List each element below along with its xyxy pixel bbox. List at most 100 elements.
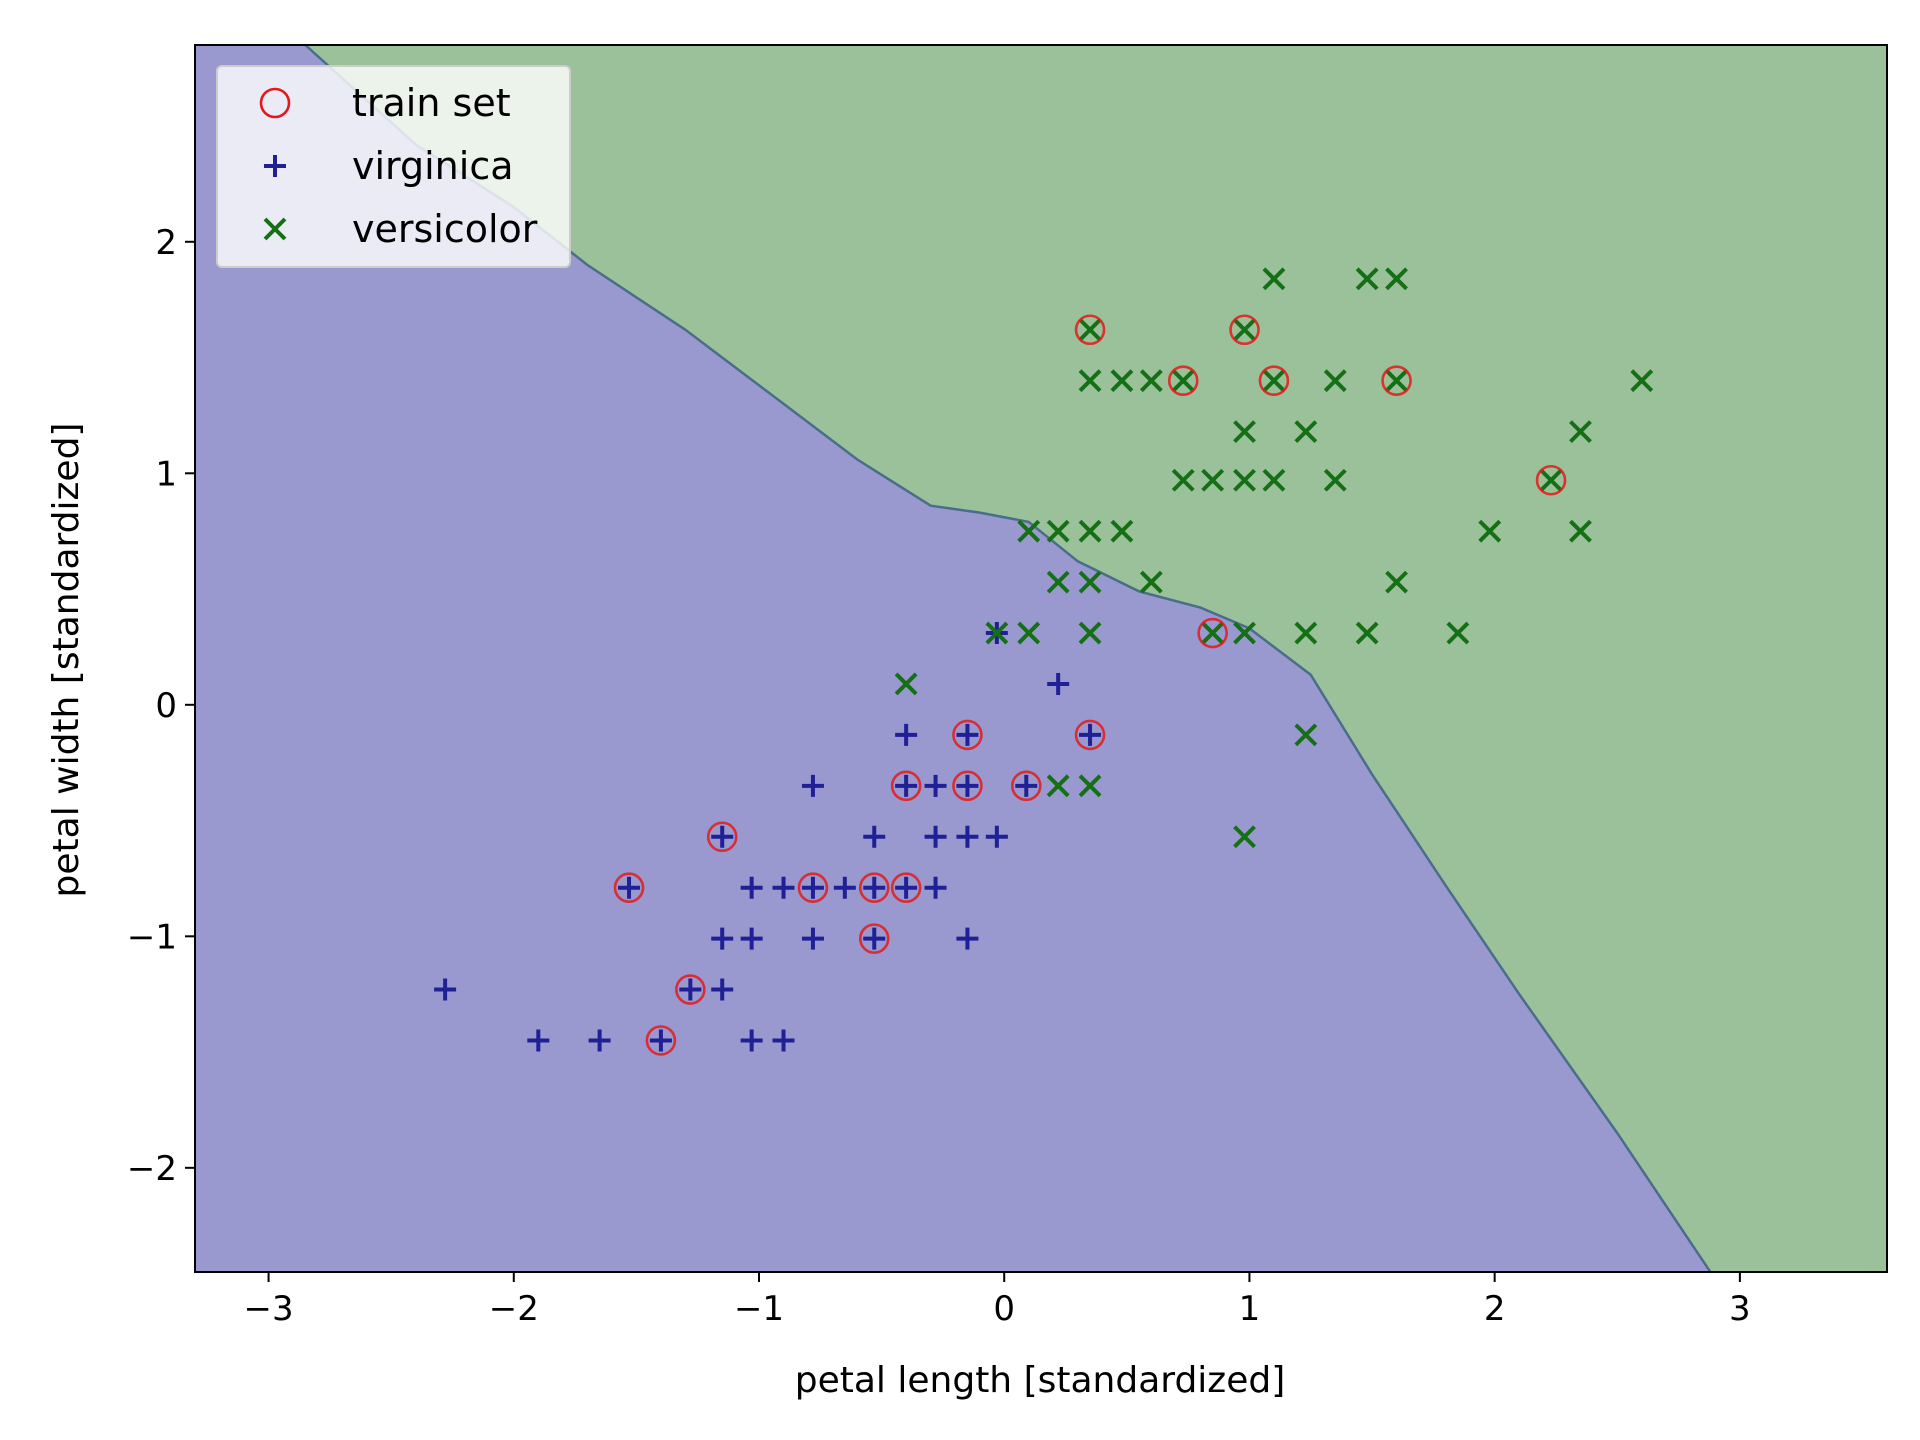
point-versicolor (1478, 519, 1502, 543)
legend-marker-x (263, 217, 287, 241)
point-virginica (649, 1029, 672, 1052)
point-versicolor (1294, 621, 1318, 645)
point-versicolor (1233, 825, 1256, 849)
point-versicolor (1078, 774, 1102, 798)
legend-marker-plus (264, 155, 286, 177)
legend-label: virginica (352, 144, 514, 188)
point-versicolor (894, 672, 918, 696)
decision-regions (195, 45, 1887, 1272)
point-versicolor (1233, 621, 1256, 645)
point-versicolor (1294, 723, 1318, 747)
x-axis-label: petal length [standardized] (795, 1360, 1285, 1401)
point-train-set (1535, 464, 1567, 496)
point-versicolor (1323, 369, 1347, 393)
x-tick-label: 1 (1239, 1289, 1261, 1329)
point-virginica (895, 876, 918, 899)
point-versicolor (1078, 519, 1102, 543)
legend-item-train-set: train set (259, 81, 511, 125)
point-virginica (679, 978, 702, 1001)
point-train-set (858, 872, 890, 903)
point-versicolor (1046, 774, 1070, 798)
point-versicolor (1323, 468, 1347, 492)
point-train-set (797, 872, 829, 903)
point-versicolor (1262, 468, 1286, 492)
point-train-set (645, 1025, 677, 1056)
point-versicolor (1630, 369, 1654, 393)
region-virginica (195, 45, 1711, 1272)
point-virginica (711, 927, 734, 950)
point-train-set (952, 770, 983, 802)
axes: −3 −2 −1 0 1 2 3 −2 −1 0 1 2 (127, 44, 1888, 1329)
x-tick-label: 3 (1729, 1289, 1751, 1329)
point-versicolor (1139, 369, 1163, 393)
point-versicolor (1355, 621, 1379, 645)
legend-box (216, 65, 571, 268)
point-train-set (1074, 314, 1106, 346)
series-virginica (434, 622, 1102, 1052)
point-versicolor (1078, 318, 1102, 342)
point-train-set (1074, 719, 1106, 751)
point-train-set (613, 872, 645, 903)
point-virginica (895, 774, 918, 797)
point-train-set (1258, 365, 1290, 396)
point-virginica (1047, 672, 1070, 695)
point-train-set (1167, 365, 1199, 396)
series-versicolor (894, 267, 1654, 849)
legend-marker-circle (259, 87, 291, 119)
point-train-set (1381, 365, 1412, 396)
point-versicolor (1355, 267, 1379, 291)
point-train-set (890, 872, 922, 903)
point-virginica (924, 876, 947, 899)
point-versicolor (1201, 621, 1225, 645)
point-versicolor (1078, 369, 1102, 393)
point-versicolor (1078, 570, 1102, 594)
point-versicolor (985, 621, 1009, 645)
point-train-set (706, 821, 738, 853)
point-virginica (895, 723, 918, 746)
point-virginica (434, 978, 457, 1001)
x-tick-label: −1 (734, 1289, 784, 1329)
point-versicolor (1046, 570, 1070, 594)
point-train-set (952, 719, 983, 751)
point-versicolor (1294, 420, 1318, 444)
x-tick-label: −3 (244, 1289, 294, 1329)
legend: train set virginica versicolor (216, 65, 571, 268)
point-versicolor (1262, 369, 1286, 393)
y-tick-label: −1 (127, 917, 177, 957)
point-versicolor (1262, 267, 1286, 291)
point-virginica (711, 825, 734, 848)
point-virginica (833, 876, 856, 899)
y-tick-label: 1 (155, 454, 177, 494)
point-virginica (772, 1029, 795, 1052)
point-train-set (1197, 617, 1228, 649)
point-train-set (858, 923, 890, 954)
point-versicolor (1569, 420, 1592, 444)
point-versicolor (1110, 369, 1134, 393)
x-tick-label: −2 (489, 1289, 539, 1329)
point-versicolor (1017, 519, 1041, 543)
point-virginica (740, 1029, 763, 1052)
point-virginica (924, 825, 947, 848)
point-train-set (1010, 770, 1042, 802)
point-virginica (863, 876, 886, 899)
point-virginica (588, 1029, 611, 1052)
point-versicolor (1171, 468, 1195, 492)
point-virginica (956, 825, 979, 848)
point-versicolor (1385, 369, 1408, 393)
point-virginica (801, 876, 824, 899)
legend-label: versicolor (352, 207, 538, 251)
point-virginica (956, 927, 979, 950)
series-train-set (613, 314, 1567, 1056)
legend-label: train set (352, 81, 511, 125)
point-versicolor (1233, 468, 1256, 492)
point-versicolor (1046, 519, 1070, 543)
point-virginica (863, 825, 886, 848)
point-virginica (956, 723, 979, 746)
x-tick-label: 0 (993, 1289, 1015, 1329)
point-train-set (1229, 314, 1260, 346)
decision-boundary (304, 45, 1712, 1272)
point-virginica (618, 876, 641, 899)
axes-frame (194, 44, 1888, 1273)
point-versicolor (1171, 369, 1195, 393)
y-tick-label: 2 (155, 223, 177, 263)
